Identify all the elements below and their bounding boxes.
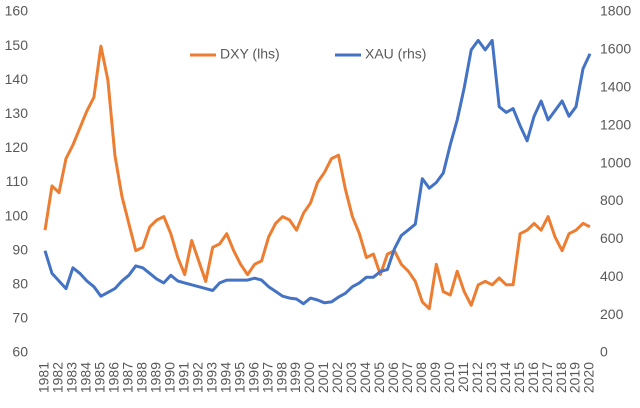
x-tick-label: 2010 [441,362,457,393]
x-tick-label: 2017 [539,362,555,393]
x-tick-label: 1992 [189,362,205,393]
x-tick-label: 1994 [217,362,233,393]
x-tick-label: 2003 [343,362,359,393]
x-tick-label: 2019 [567,362,583,393]
x-tick-label: 2000 [301,362,317,393]
x-tick-label: 2013 [483,362,499,393]
y-tick-label: 80 [12,276,28,292]
x-tick-label: 1991 [175,362,191,393]
y2-tick-label: 200 [600,306,624,322]
y2-tick-label: 1800 [600,3,631,19]
x-tick-label: 1988 [134,362,150,393]
x-tick-label: 1982 [50,362,66,393]
x-tick-label: 2020 [581,362,597,393]
x-tick-label: 2004 [357,362,373,393]
y-tick-label: 130 [5,105,29,121]
x-tick-label: 1993 [203,362,219,393]
x-tick-label: 2012 [469,362,485,393]
x-tick-label: 2009 [427,362,443,393]
x-tick-label: 1998 [273,362,289,393]
x-tick-label: 2015 [511,362,527,393]
y-tick-label: 150 [5,37,29,53]
x-tick-label: 2008 [413,362,429,393]
x-tick-label: 1990 [161,362,177,393]
x-tick-label: 2011 [455,362,471,392]
x-tick-label: 2016 [525,362,541,393]
y-tick-label: 120 [5,139,29,155]
x-tick-label: 1983 [64,362,80,393]
y-tick-label: 90 [12,241,28,257]
x-tick-label: 1987 [120,362,136,393]
x-tick-label: 2006 [385,362,401,393]
x-tick-label: 1996 [245,362,261,393]
x-tick-label: 1999 [287,362,303,393]
y-tick-label: 100 [5,207,29,223]
x-tick-label: 1989 [147,362,163,393]
y2-tick-label: 1400 [600,78,631,94]
y-tick-label: 60 [12,344,28,360]
legend-label: XAU (rhs) [365,46,426,62]
series-line [43,38,592,306]
y-tick-label: 70 [12,310,28,326]
x-tick-label: 2018 [553,362,569,393]
y-tick-label: 140 [5,71,29,87]
x-tick-label: 1986 [106,362,122,393]
y2-tick-label: 400 [600,268,624,284]
x-tick-label: 2001 [315,362,331,393]
x-tick-label: 2007 [399,362,415,393]
y-tick-label: 110 [6,173,29,189]
x-tick-label: 1997 [259,362,275,393]
y2-tick-label: 1200 [600,116,631,132]
x-tick-label: 1995 [231,362,247,393]
x-tick-label: 2002 [329,362,345,393]
y2-tick-label: 0 [600,344,608,360]
x-tick-label: 1981 [36,362,52,393]
x-tick-label: 2005 [371,362,387,393]
x-tick-label: 2014 [497,362,513,393]
x-tick-label: 1984 [78,362,94,393]
y-tick-label: 160 [5,3,29,19]
legend-label: DXY (lhs) [220,46,280,62]
y2-tick-label: 1600 [600,41,631,57]
y2-tick-label: 1000 [600,154,631,170]
y2-tick-label: 800 [600,192,624,208]
y2-tick-label: 600 [600,230,624,246]
series-line [43,44,591,311]
x-tick-label: 1985 [92,362,108,393]
